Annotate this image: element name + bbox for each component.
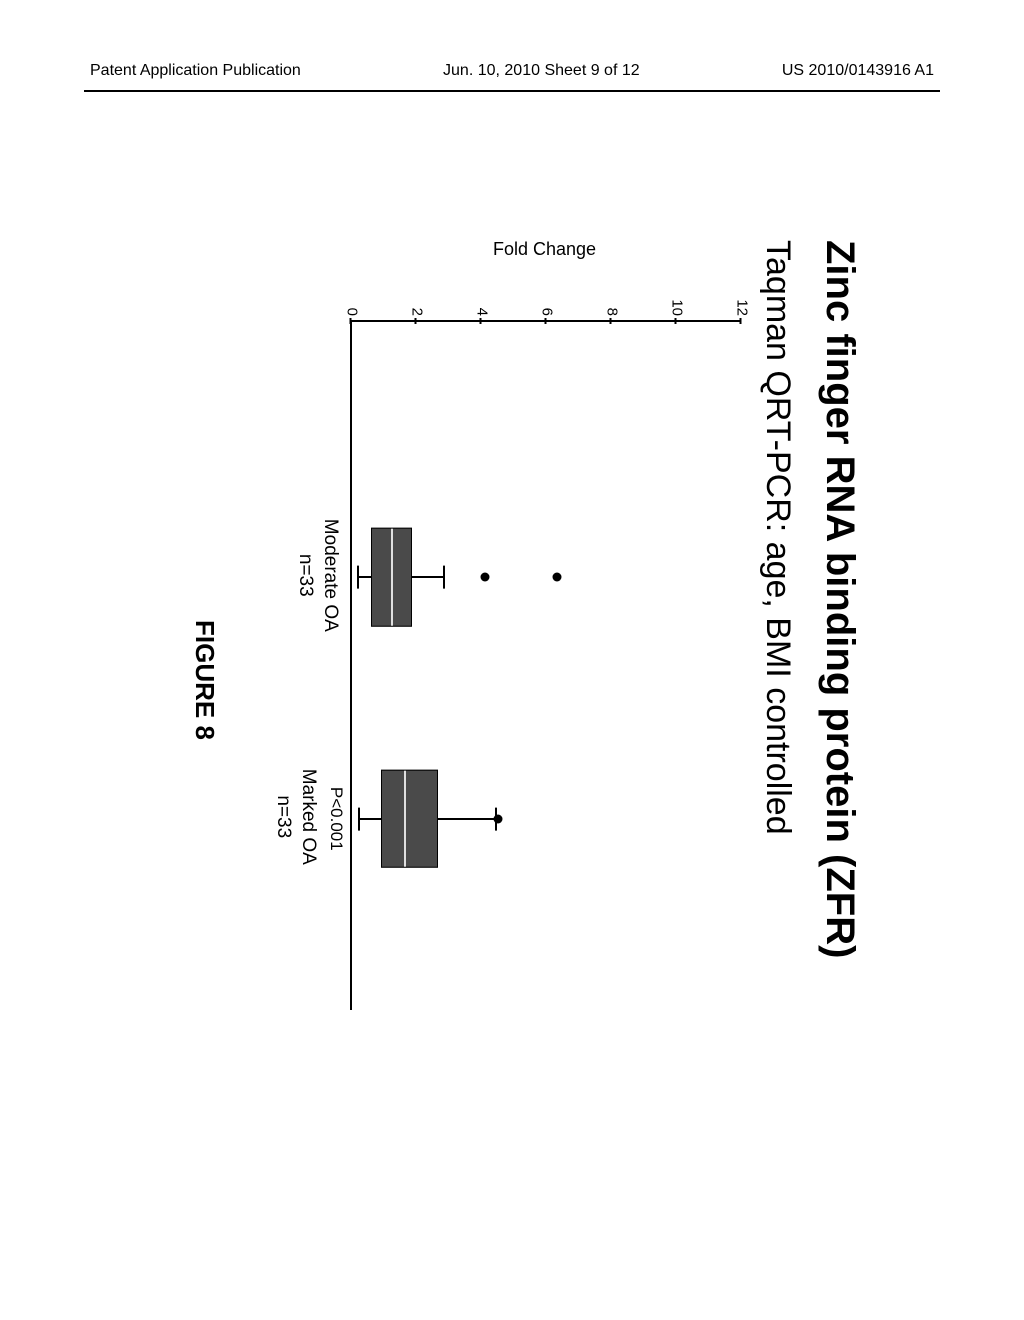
whisker-cap	[357, 566, 359, 589]
whisker-cap	[359, 807, 361, 830]
header-left: Patent Application Publication	[90, 62, 301, 80]
y-tick: 6	[539, 276, 556, 316]
outlier-point	[494, 814, 503, 823]
whisker	[359, 818, 382, 820]
plot-area: 024681012P<0.001	[350, 320, 740, 1010]
figure-rotated-block: Zinc finger RNA binding protein (ZFR) Ta…	[122, 170, 902, 1190]
whisker	[437, 818, 496, 820]
x-category-name: Marked OA	[295, 717, 320, 917]
y-axis-label-text: Fold Change	[493, 240, 596, 261]
whisker-cap	[443, 566, 445, 589]
whisker	[411, 576, 444, 578]
x-category-n: n=33	[293, 475, 318, 675]
page-header: Patent Application Publication Jun. 10, …	[0, 62, 1024, 80]
y-tick: 10	[669, 276, 686, 316]
y-tick: 12	[734, 276, 751, 316]
box	[381, 770, 438, 869]
header-rule	[84, 90, 940, 92]
median-line	[391, 529, 393, 626]
y-tick: 2	[409, 276, 426, 316]
figure-inner: Zinc finger RNA binding protein (ZFR) Ta…	[122, 170, 902, 1190]
boxplot-chart: Fold Change 024681012P<0.001 Moderate OA…	[310, 320, 740, 1010]
whisker	[357, 576, 372, 578]
x-category-n: n=33	[271, 717, 296, 917]
header-right: US 2010/0143916 A1	[782, 62, 934, 80]
figure-subtitle: Taqman QRT-PCR: age, BMI controlled	[758, 240, 797, 1150]
x-category-name: Moderate OA	[317, 475, 342, 675]
p-value-label: P<0.001	[326, 787, 346, 851]
figure-caption: FIGURE 8	[189, 210, 220, 1150]
y-axis-label: Fold Change	[350, 235, 740, 265]
outlier-point	[481, 573, 490, 582]
median-line	[404, 771, 406, 868]
header-center: Jun. 10, 2010 Sheet 9 of 12	[443, 62, 640, 80]
x-category-label: Marked OAn=33	[271, 717, 320, 917]
y-tick: 0	[344, 276, 361, 316]
y-tick: 8	[604, 276, 621, 316]
page-root: Patent Application Publication Jun. 10, …	[0, 0, 1024, 1320]
outlier-point	[552, 573, 561, 582]
figure-title: Zinc finger RNA binding protein (ZFR)	[817, 240, 862, 1150]
x-category-label: Moderate OAn=33	[293, 475, 342, 675]
y-tick: 4	[474, 276, 491, 316]
